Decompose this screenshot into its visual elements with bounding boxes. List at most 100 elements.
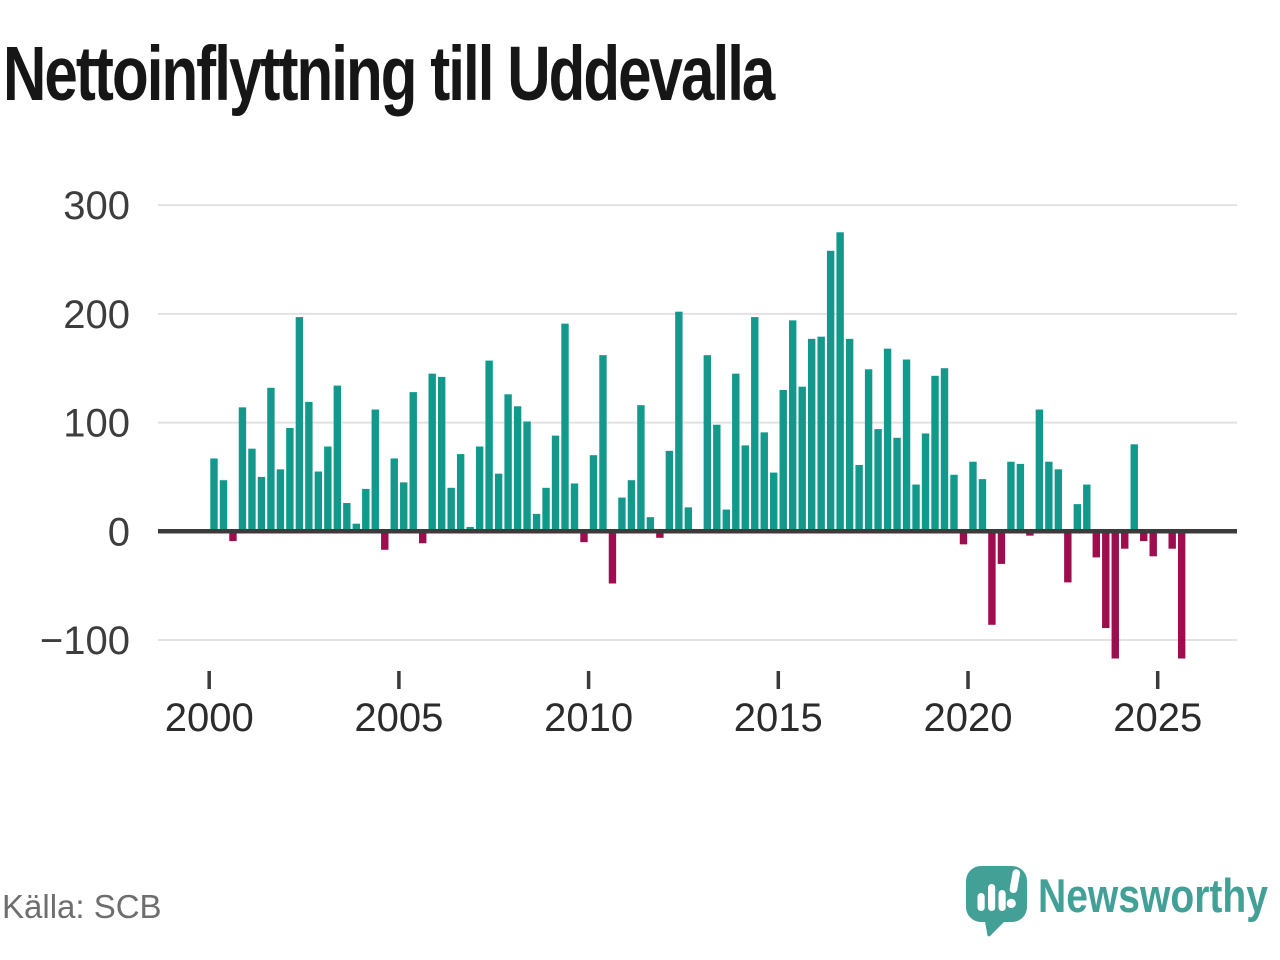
bar-2023Q3: [1102, 531, 1110, 629]
bar-2005Q2: [409, 392, 417, 532]
bar-2021Q1: [1007, 461, 1015, 532]
bar-2010Q2: [599, 355, 607, 532]
bar-2001Q4: [276, 469, 285, 532]
gridlines: [158, 204, 1237, 642]
bar-2003Q1: [324, 446, 332, 532]
bar-2008Q2: [523, 421, 531, 532]
bar-2023Q2: [1092, 531, 1100, 558]
bar-2022Q3: [1064, 531, 1072, 583]
bar-2005Q1: [400, 482, 408, 532]
y-tick-label-100: 100: [63, 402, 130, 446]
bar-2005Q4: [428, 373, 436, 532]
bar-2002Q1: [286, 428, 294, 532]
bar-2002Q4: [314, 471, 323, 532]
bar-2008Q1: [513, 406, 522, 532]
bar-2006Q2: [447, 487, 455, 532]
bar-2001Q2: [257, 476, 266, 532]
bar-2015Q1: [779, 389, 787, 532]
newsworthy-wordmark: Newsworthy: [1038, 869, 1268, 922]
bar-2011Q4: [656, 531, 664, 538]
bar-2017Q3: [874, 429, 882, 532]
logo-bar-2-icon: [988, 884, 996, 911]
bar-2007Q2: [485, 360, 493, 532]
x-tick-label-2015: 2015: [734, 696, 823, 740]
bar-2013Q4: [732, 373, 740, 532]
bar-2023Q1: [1083, 484, 1091, 532]
bar-2020Q2: [978, 479, 987, 532]
bar-2015Q4: [807, 338, 816, 532]
bar-2002Q2: [295, 317, 304, 532]
bar-2011Q3: [646, 517, 655, 532]
bar-2010Q1: [589, 455, 598, 532]
bar-2022Q2: [1054, 469, 1063, 532]
bar-2018Q4: [921, 433, 930, 532]
source-note: Källa: SCB: [2, 888, 162, 925]
bar-2017Q1: [855, 464, 863, 532]
bar-2003Q2: [333, 385, 342, 532]
bar-2014Q4: [770, 472, 778, 532]
bar-2004Q4: [390, 458, 398, 532]
bar-2022Q4: [1073, 504, 1082, 532]
bar-2025Q2: [1168, 531, 1176, 549]
bar-2020Q4: [997, 531, 1006, 564]
bar-2019Q1: [931, 375, 939, 532]
bar-2013Q1: [703, 355, 712, 532]
x-axis: 2000 2005 2010 2015 2020 2025: [165, 671, 1202, 740]
bar-2001Q1: [248, 448, 256, 532]
bar-2004Q3: [381, 531, 389, 550]
bar-2016Q3: [836, 232, 844, 532]
bar-2010Q4: [618, 497, 626, 532]
logo-exclamation-icon: [1006, 869, 1021, 908]
bar-2014Q3: [760, 432, 768, 532]
bar-2014Q2: [751, 317, 759, 532]
logo-bar-1-icon: [977, 893, 985, 911]
x-tick-label-2005: 2005: [354, 696, 443, 740]
bar-2025Q3: [1177, 531, 1186, 659]
bar-2011Q1: [627, 480, 636, 532]
bar-2002Q3: [305, 401, 313, 532]
bar-2012Q1: [665, 450, 674, 532]
bar-2018Q3: [912, 484, 920, 532]
bar-2010Q3: [608, 531, 617, 584]
x-tick-label-2000: 2000: [165, 696, 254, 740]
bar-2009Q4: [580, 531, 588, 543]
bar-2019Q2: [940, 368, 949, 532]
bar-2012Q2: [675, 311, 683, 532]
bar-2022Q1: [1045, 461, 1053, 532]
y-tick-label--100: −100: [40, 619, 130, 663]
bar-2009Q1: [551, 435, 560, 532]
y-tick-label-0: 0: [108, 510, 130, 554]
x-tick-label-2020: 2020: [924, 696, 1013, 740]
bar-2009Q2: [561, 323, 569, 532]
bar-2018Q1: [893, 437, 901, 532]
bar-2019Q4: [959, 531, 968, 545]
bar-2008Q4: [542, 487, 550, 532]
bar-2000Q2: [219, 480, 228, 532]
bar-2020Q1: [969, 461, 977, 532]
bar-2021Q4: [1035, 409, 1044, 532]
bar-2003Q4: [352, 523, 361, 532]
bar-2016Q1: [817, 336, 825, 532]
bar-2018Q2: [902, 359, 911, 532]
bar-2006Q3: [456, 454, 465, 532]
page-title: Nettoinflyttning till Uddevalla: [3, 31, 775, 117]
bar-2015Q2: [789, 320, 797, 532]
x-tick-label-2025: 2025: [1113, 696, 1202, 740]
bar-2007Q1: [475, 446, 484, 532]
bar-2016Q2: [826, 250, 835, 532]
bar-2013Q3: [722, 509, 730, 532]
bar-2016Q4: [845, 338, 854, 532]
bar-2024Q2: [1130, 444, 1138, 532]
bar-2019Q3: [950, 474, 958, 532]
bar-2017Q4: [883, 348, 892, 532]
bar-2004Q1: [362, 488, 370, 532]
bar-2014Q1: [741, 445, 749, 532]
bar-2020Q3: [988, 531, 996, 625]
bar-2011Q2: [637, 405, 645, 532]
logo-bar-3-icon: [998, 890, 1006, 911]
x-tick-label-2010: 2010: [544, 696, 633, 740]
bar-2001Q3: [267, 387, 275, 532]
bar-2007Q3: [494, 473, 503, 532]
